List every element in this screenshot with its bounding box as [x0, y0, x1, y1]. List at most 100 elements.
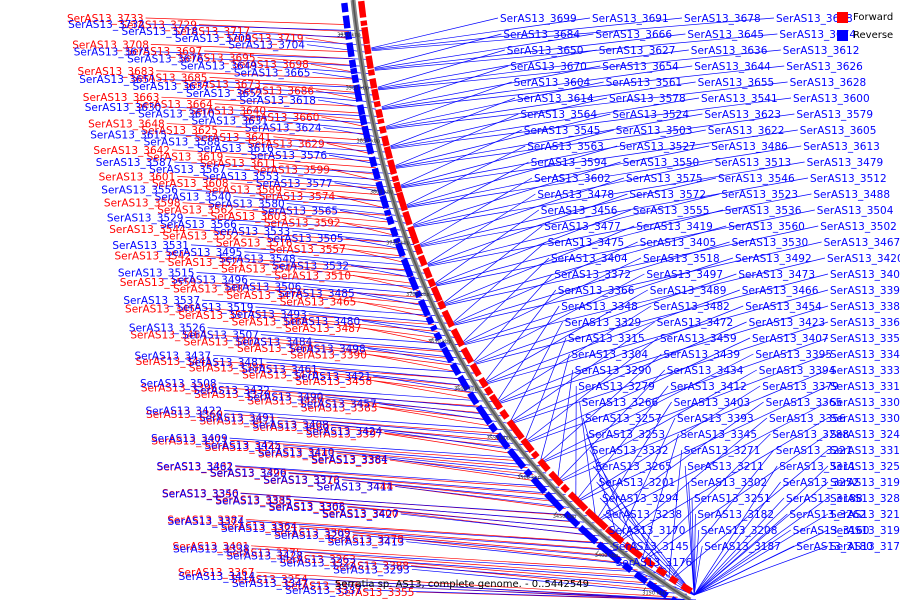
connector-line [542, 353, 754, 462]
reverse-gene-label: SerAS13_3478 [537, 189, 614, 201]
reverse-gene-label: SerAS13_3563 [527, 141, 604, 153]
reverse-gene-arrow [365, 142, 375, 155]
forward-gene-label: SerAS13_3344 [205, 442, 282, 454]
reverse-gene-label: SerAS13_3704 [228, 40, 305, 52]
forward-gene-label: SerAS13_3370 [194, 389, 271, 401]
connector-line [227, 168, 394, 181]
forward-gene-label: SerAS13_3400 [322, 508, 399, 520]
connector-line [357, 558, 657, 584]
connector-line [310, 63, 356, 73]
forward-gene-arrow [537, 458, 551, 473]
reverse-gene-label: SerAS13_3505 [267, 233, 344, 245]
reverse-gene-label: SerAS13_3612 [783, 45, 860, 57]
reverse-gene-label: SerAS13_3526 [129, 323, 206, 335]
connector-line [218, 382, 493, 403]
reverse-gene-label: SerAS13_3405 [640, 237, 717, 249]
connector-line [413, 161, 713, 227]
connector-line [642, 433, 679, 559]
strand-legend: Forward Reverse [837, 8, 893, 44]
connector-line [367, 348, 471, 367]
forward-gene-label: SerAS13_3592 [264, 218, 341, 230]
reverse-gene-label: SerAS13_3266 [582, 397, 659, 409]
connector-line [576, 385, 669, 500]
connector-line [352, 532, 620, 557]
connector-line [368, 354, 460, 373]
reverse-gene-label: SerAS13_3652 [186, 88, 263, 100]
reverse-gene-label: SerAS13_3382 [830, 301, 900, 313]
connector-line [385, 81, 604, 128]
reverse-gene-arrow [563, 510, 581, 528]
reverse-gene-arrow [389, 226, 399, 238]
reverse-gene-label: SerAS13_3411 [317, 481, 394, 493]
forward-gene-arrow [483, 386, 494, 396]
position-ticks: 3150 kbp 3400 kbp 3450 kbp 3500 kbp 3550 kbp… [337, 33, 666, 597]
reverse-gene-label: SerAS13_3410 [258, 447, 335, 459]
connector-line [179, 189, 400, 203]
reverse-gene-label: SerAS13_3637 [133, 81, 210, 93]
connector-line [358, 562, 677, 588]
connector-line [214, 103, 364, 114]
reverse-gene-label: SerAS13_3252 [783, 477, 860, 489]
connector-line [453, 241, 638, 324]
connector-line [412, 161, 529, 225]
reverse-gene-arrow [633, 571, 649, 585]
reverse-gene-label: SerAS13_3678 [684, 13, 761, 25]
connector-line [389, 459, 540, 482]
connector-line [603, 513, 695, 596]
connector-line [216, 113, 380, 124]
tick-label: 3500 kbp [517, 475, 541, 481]
tick-label: 3750 kbp [386, 241, 410, 247]
forward-gene-label: SerAS13_3719 [227, 33, 304, 45]
reverse-gene-arrow [467, 391, 480, 406]
forward-gene-arrow [357, 0, 367, 18]
connector-line [374, 380, 477, 400]
connector-line [235, 465, 559, 488]
connector-line [390, 97, 700, 149]
reverse-gene-label: SerAS13_3408 [252, 419, 329, 431]
reverse-gene-arrow [488, 422, 499, 433]
reverse-gene-arrow [342, 15, 351, 29]
tick-label: 3550 kbp [487, 436, 511, 442]
reverse-gene-label: SerAS13_3699 [500, 13, 577, 25]
connector-line [352, 534, 637, 559]
reverse-gene-label: SerAS13_3493 [230, 309, 307, 321]
reverse-gene-arrow [361, 125, 372, 143]
connector-line [283, 446, 528, 469]
forward-gene-label: SerAS13_3470 [242, 369, 319, 381]
reverse-gene-label: SerAS13_3176 [616, 557, 693, 569]
reverse-gene-label: SerAS13_3732 [68, 19, 145, 31]
connector-line [209, 77, 358, 87]
forward-gene-arrow [365, 55, 374, 70]
connector-line [497, 305, 560, 401]
reverse-gene-label: SerAS13_3292 [274, 530, 351, 542]
forward-gene-arrow [381, 135, 390, 147]
connector-line [668, 449, 683, 579]
connector-line [168, 134, 385, 146]
connector-line [484, 289, 557, 382]
reverse-gene-label: SerAS13_3631 [192, 116, 269, 128]
forward-gene-label: SerAS13_3552 [163, 231, 240, 243]
reverse-gene-label: SerAS13_3293 [333, 564, 410, 576]
forward-gene-arrow [437, 300, 447, 310]
forward-gene-arrow [417, 254, 428, 267]
connector-line [599, 497, 695, 596]
reverse-gene-label: SerAS13_3337 [285, 585, 362, 597]
forward-gene-arrow [377, 118, 385, 125]
connector-line [406, 541, 646, 567]
reverse-gene-label: SerAS13_3472 [657, 317, 734, 329]
connector-line [304, 294, 428, 312]
forward-gene-arrow [604, 526, 625, 545]
forward-gene-label: SerAS13_3698 [232, 59, 309, 71]
forward-gene-label: SerAS13_3642 [93, 145, 170, 157]
forward-gene-arrow [407, 225, 420, 245]
connector-line [400, 129, 522, 186]
forward-gene-arrow [383, 146, 393, 160]
reverse-gene-label: SerAS13_3507 [182, 330, 259, 342]
reverse-gene-label: SerAS13_3456 [541, 205, 618, 217]
connector-line [235, 208, 393, 223]
connector-line [251, 288, 425, 305]
connector-line [230, 439, 522, 462]
forward-gene-label: SerAS13_3390 [290, 349, 367, 361]
reverse-gene-label: SerAS13_3182 [697, 509, 774, 521]
reverse-gene-label: SerAS13_3462 [157, 461, 234, 473]
